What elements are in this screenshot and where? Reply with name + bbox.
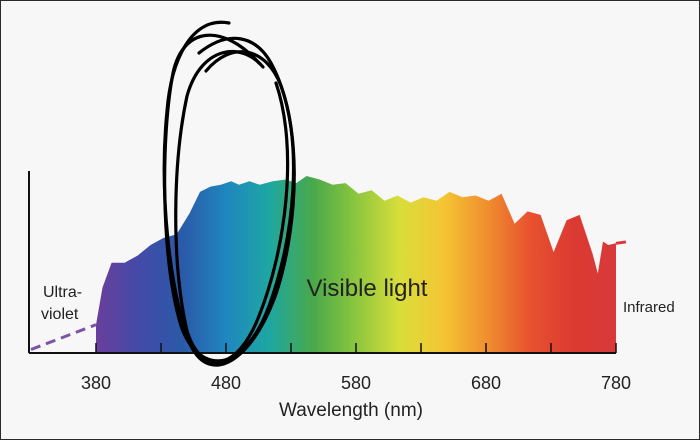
x-tick-label: 580 [341,373,371,393]
x-tick-label: 380 [81,373,111,393]
x-tick-label: 780 [601,373,631,393]
uv-label-line1: Ultra- [43,284,82,301]
x-axis-title: Wavelength (nm) [279,400,423,421]
infrared-label: Infrared [623,299,675,316]
uv-dashed-line [30,323,97,351]
uv-label-line2: violet [41,306,79,323]
x-tick-label: 680 [471,373,501,393]
visible-light-label: Visible light [307,275,428,302]
x-tick-label: 480 [211,373,241,393]
x-ticks: 380 480 580 680 780 [81,343,631,393]
ir-dashed-line [615,240,630,245]
spectrum-area [96,176,616,353]
hand-drawn-ellipse-annotation [162,20,296,367]
